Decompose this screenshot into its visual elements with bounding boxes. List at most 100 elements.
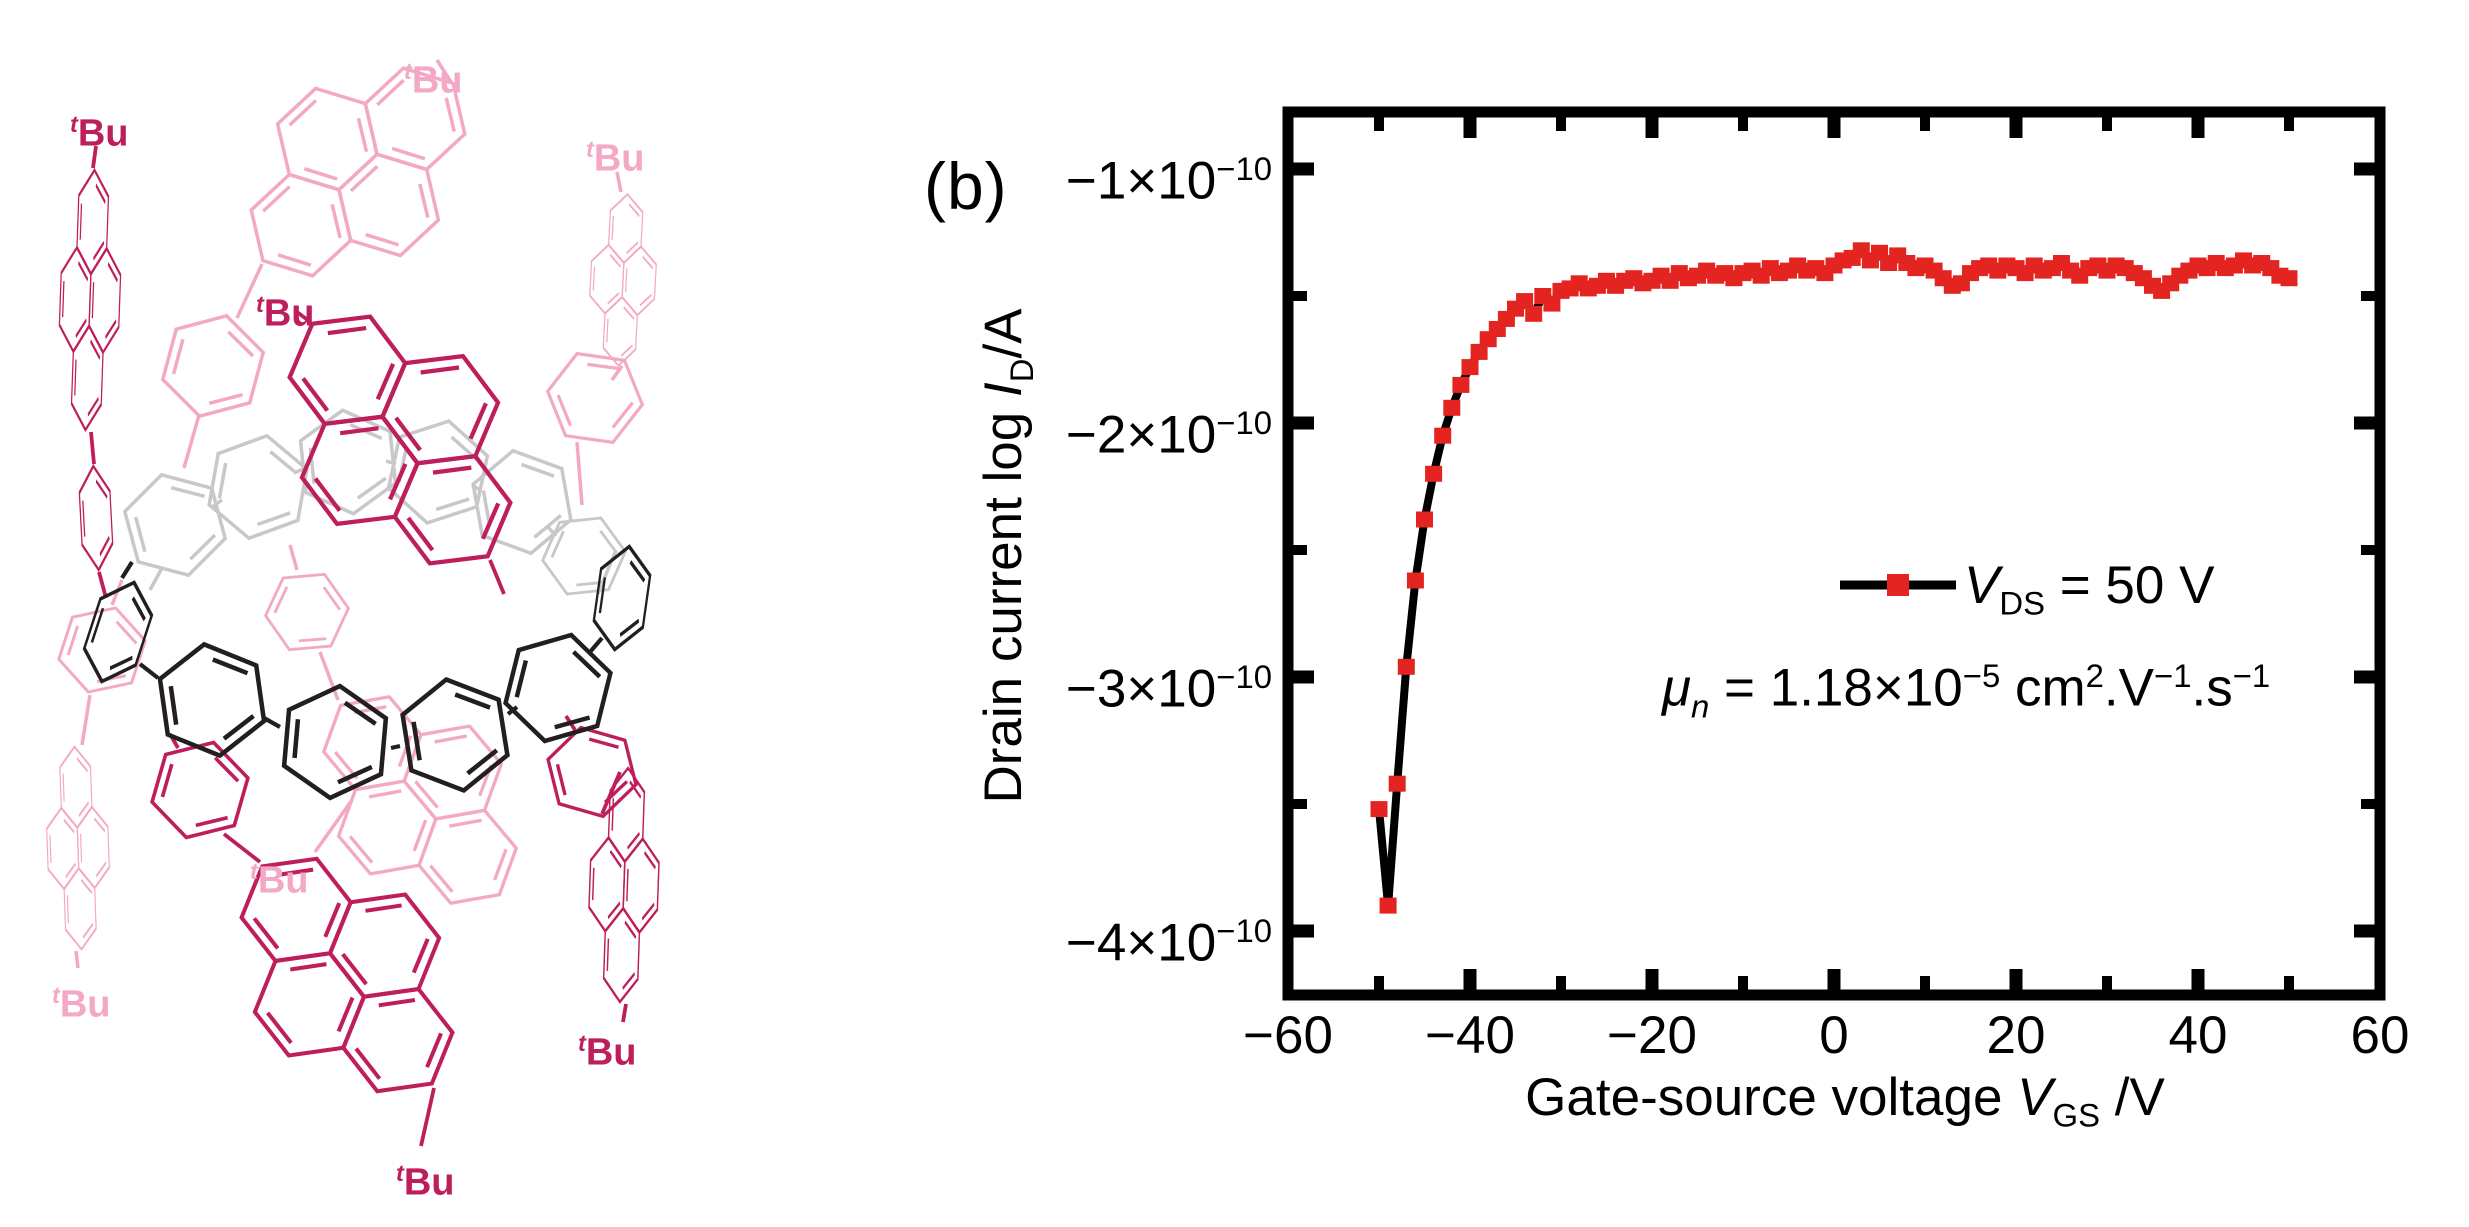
- data-marker: [2280, 270, 2298, 287]
- y-minor-tick: [2361, 291, 2376, 301]
- x-minor-tick: [2102, 116, 2112, 131]
- belt-front-rim: [76, 543, 653, 802]
- pyrene-unit: [586, 767, 663, 1003]
- pyrene-unit: [44, 746, 112, 951]
- y-tick-label: −3×10−10: [1016, 647, 1272, 720]
- text-segment: −1×10: [1065, 151, 1217, 211]
- pyrene-unit: [187, 808, 507, 1143]
- text-segment: = 1.18×10: [1709, 658, 1963, 718]
- text-segment: I: [974, 382, 1034, 398]
- text-segment: = 50 V: [2045, 556, 2215, 615]
- y-major-tick: [1292, 162, 1314, 176]
- phenyl-ring: [540, 716, 644, 828]
- text-segment: D: [1002, 358, 1040, 383]
- y-tick-label: −2×10−10: [1016, 393, 1272, 466]
- x-tick-label: 40: [2168, 1006, 2228, 1065]
- x-major-tick: [1827, 116, 1841, 138]
- text-segment: Bu: [403, 1161, 455, 1204]
- x-major-tick: [2009, 116, 2023, 138]
- x-minor-tick: [2102, 976, 2112, 991]
- data-marker: [1434, 427, 1452, 444]
- x-major-tick: [1463, 116, 1477, 138]
- phenyl-ring: [154, 302, 272, 430]
- tbu-label-center: tBu: [256, 283, 315, 335]
- y-axis-title: Drain current log ID/A: [974, 308, 1052, 803]
- pyrene-unit: [202, 18, 515, 327]
- text-segment: μ: [1662, 658, 1692, 718]
- text-segment: −1: [2154, 657, 2192, 694]
- text-segment: t: [70, 111, 78, 137]
- tbu-label-bottom-center: tBu: [396, 1152, 455, 1204]
- text-segment: Bu: [411, 59, 463, 102]
- text-segment: Bu: [59, 983, 111, 1026]
- text-segment: .V: [2103, 658, 2154, 718]
- text-segment: Bu: [77, 112, 129, 155]
- x-tick-label: −20: [1607, 1006, 1697, 1065]
- legend-entry-vds: VDS = 50 V: [1964, 556, 2214, 634]
- legend-sample-marker: [1887, 574, 1909, 596]
- text-segment: t: [404, 58, 412, 84]
- y-major-tick: [2354, 416, 2376, 430]
- phenyl-ring: [537, 336, 653, 460]
- text-segment: Gate-source voltage: [1525, 1068, 2018, 1127]
- text-segment: −10: [1216, 404, 1272, 441]
- tbu-label-back-bottom: tBu: [250, 850, 309, 902]
- data-marker: [1470, 343, 1488, 360]
- text-segment: t: [52, 982, 60, 1008]
- x-tick-label: 60: [2350, 1006, 2410, 1065]
- text-segment: Bu: [593, 137, 645, 180]
- crimson-pyrene-arms: [56, 145, 663, 1147]
- text-segment: −10: [1216, 912, 1272, 949]
- x-major-tick: [1645, 116, 1659, 138]
- text-segment: t: [250, 858, 258, 884]
- text-segment: Bu: [585, 1031, 637, 1074]
- x-tick-label: 20: [1986, 1006, 2046, 1065]
- text-segment: −3×10: [1065, 659, 1217, 719]
- y-major-tick: [2354, 670, 2376, 684]
- x-axis-title: Gate-source voltage VGS /V: [1520, 1068, 2170, 1146]
- data-marker: [1452, 376, 1470, 393]
- data-marker: [1525, 305, 1543, 322]
- y-minor-tick: [1292, 545, 1307, 555]
- y-minor-tick: [1292, 291, 1307, 301]
- text-segment: Bu: [263, 292, 315, 335]
- x-minor-tick: [1920, 976, 1930, 991]
- x-minor-tick: [1920, 116, 1930, 131]
- text-segment: V: [1964, 556, 2000, 615]
- text-segment: cm: [2000, 658, 2086, 718]
- tbu-label-top-right: tBu: [586, 128, 645, 180]
- text-segment: t: [256, 291, 264, 317]
- x-tick-label: −40: [1425, 1006, 1515, 1065]
- y-minor-tick: [2361, 545, 2376, 555]
- text-segment: Bu: [257, 859, 309, 902]
- panel-label: (b): [924, 149, 1008, 223]
- x-major-tick: [2191, 116, 2205, 138]
- text-segment: GS: [2052, 1096, 2100, 1134]
- x-minor-tick: [2284, 976, 2294, 991]
- tbu-label-bottom-left: tBu: [52, 974, 111, 1026]
- x-minor-tick: [1738, 116, 1748, 131]
- transfer-curve-plot: [1282, 106, 2386, 1001]
- phenyl-ring: [255, 557, 359, 667]
- x-minor-tick: [1556, 976, 1566, 991]
- tbu-label-top-left: tBu: [70, 103, 129, 155]
- text-segment: t: [586, 136, 594, 162]
- text-segment: V: [2017, 1068, 2053, 1127]
- x-tick-label: −60: [1243, 1006, 1333, 1065]
- x-minor-tick: [2284, 116, 2294, 131]
- data-marker: [1443, 399, 1461, 416]
- legend-mobility-annotation: μn = 1.18×10−5 cm2.V−1.s−1: [1662, 646, 2270, 736]
- molecule-structure: [0, 0, 900, 1147]
- y-major-tick: [2354, 924, 2376, 938]
- text-segment: −10: [1216, 658, 1272, 695]
- y-major-tick: [1292, 416, 1314, 430]
- text-segment: t: [578, 1030, 586, 1056]
- y-major-tick: [1292, 924, 1314, 938]
- text-segment: −2×10: [1065, 405, 1217, 465]
- text-segment: /A: [974, 308, 1034, 359]
- belt-back-rim: [116, 403, 636, 611]
- data-marker: [1425, 465, 1443, 482]
- text-segment: Drain current log: [974, 397, 1034, 804]
- y-minor-tick: [2361, 799, 2376, 809]
